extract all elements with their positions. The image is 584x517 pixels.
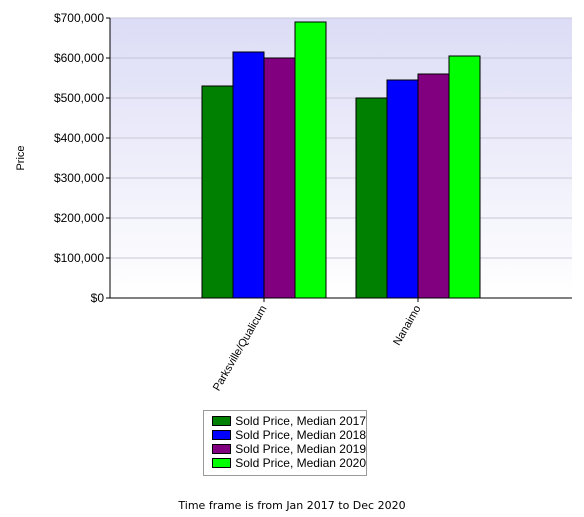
bar: Sold Price, Median 2020 — Parksville/Qua…: [294, 21, 327, 299]
legend-label: Sold Price, Median 2020: [235, 456, 366, 470]
x-tick-labels: Parksville/Qualicum Nanaimo: [211, 298, 424, 393]
gridlines: [110, 17, 572, 259]
legend-swatch-2020: [212, 458, 232, 468]
legend-item: Sold Price, Median 2017: [212, 414, 366, 428]
y-tick-label: $400,000: [54, 131, 104, 145]
legend: Sold Price, Median 2017 Sold Price, Medi…: [203, 410, 367, 476]
legend-item: Sold Price, Median 2020: [212, 456, 366, 470]
y-tick-label: $200,000: [54, 211, 104, 225]
legend-label: Sold Price, Median 2017: [235, 414, 366, 428]
bar: Sold Price, Median 2018 — Parksville/Qua…: [232, 51, 265, 299]
axes: [109, 18, 572, 299]
y-tick-label: $600,000: [54, 51, 104, 65]
y-axis-label: Price: [15, 145, 27, 170]
y-tick-labels: $0 $100,000 $200,000 $300,000 $400,000 $500,0…: [54, 11, 110, 305]
y-tick-label: $300,000: [54, 171, 104, 185]
bar: Sold Price, Median 2019 — Nanaimo: 56000…: [417, 73, 450, 299]
legend-item: Sold Price, Median 2018: [212, 428, 366, 442]
plot-area: [110, 18, 572, 298]
bar: Sold Price, Median 2018 — Nanaimo: 54500…: [386, 79, 419, 299]
bar: Sold Price, Median 2020 — Nanaimo: 60500…: [448, 55, 481, 299]
legend-swatch-2019: [212, 444, 232, 454]
y-tick-label: $0: [91, 291, 105, 305]
bar: Sold Price, Median 2017 — Parksville/Qua…: [201, 85, 234, 299]
y-tick-label: $500,000: [54, 91, 104, 105]
x-tick-label: Parksville/Qualicum: [211, 304, 270, 394]
x-tick-label: Nanaimo: [391, 304, 423, 348]
legend-swatch-2018: [212, 430, 232, 440]
legend-label: Sold Price, Median 2019: [235, 442, 366, 456]
bar: Sold Price, Median 2017 — Nanaimo: 50000…: [355, 97, 388, 299]
time-frame-note: Time frame is from Jan 2017 to Dec 2020: [178, 499, 406, 512]
y-tick-label: $100,000: [54, 251, 104, 265]
legend-swatch-2017: [212, 416, 232, 426]
y-tick-label: $700,000: [54, 11, 104, 25]
legend-item: Sold Price, Median 2019: [212, 442, 366, 456]
bar: Sold Price, Median 2019 — Parksville/Qua…: [263, 57, 296, 299]
legend-label: Sold Price, Median 2018: [235, 428, 366, 442]
